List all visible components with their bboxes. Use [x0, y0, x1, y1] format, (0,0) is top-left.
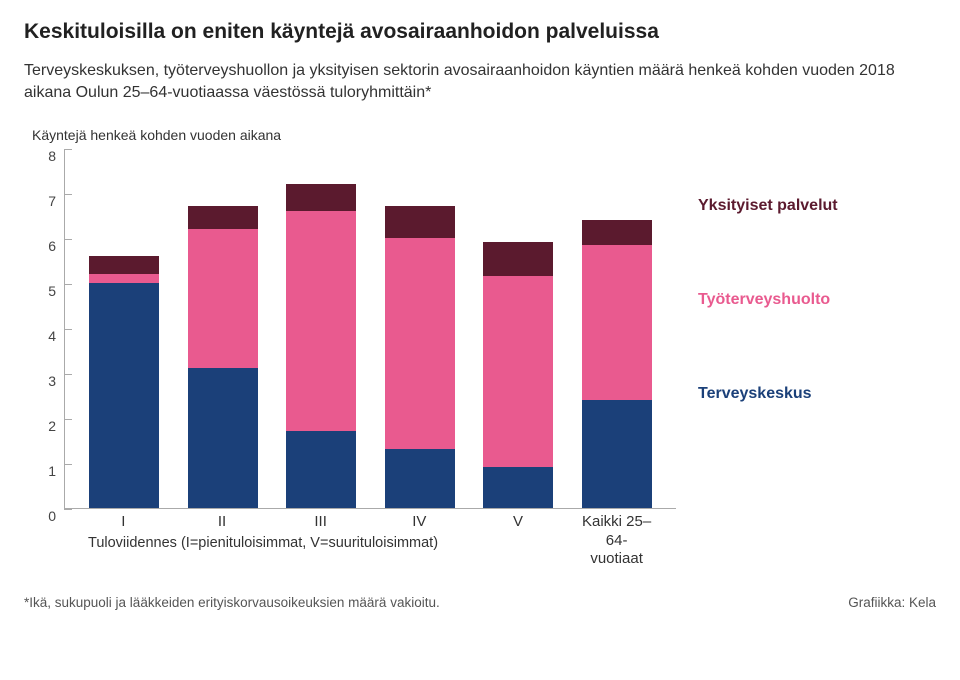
bar-segment-terveyskeskus [483, 467, 553, 508]
bar-column [286, 184, 356, 508]
chart-subtitle: Terveyskeskuksen, työterveyshuollon ja y… [24, 60, 936, 105]
bar-segment-tyoterveyshuolto [483, 276, 553, 467]
legend: Yksityiset palvelut Työterveyshuolto Terve… [688, 149, 908, 403]
chart-container: 012345678 IIIIIIIVVKaikki 25–64-vuotiaat… [24, 149, 936, 549]
bar-segment-yksityiset [385, 206, 455, 238]
footnote: *Ikä, sukupuoli ja lääkkeiden erityiskor… [24, 595, 440, 610]
y-tick-label: 7 [28, 193, 64, 209]
bar-column [188, 206, 258, 508]
y-tick-label: 0 [28, 508, 64, 524]
bar-column [483, 242, 553, 508]
chart-area: 012345678 IIIIIIIVVKaikki 25–64-vuotiaat… [28, 149, 688, 549]
bar-segment-terveyskeskus [89, 283, 159, 508]
bar-segment-tyoterveyshuolto [286, 211, 356, 432]
bar-column [582, 220, 652, 508]
y-tick-label: 5 [28, 283, 64, 299]
plot-area [64, 149, 676, 509]
bar-segment-terveyskeskus [385, 449, 455, 508]
bar-segment-terveyskeskus [286, 431, 356, 508]
y-tick-label: 4 [28, 328, 64, 344]
y-axis-label: Käyntejä henkeä kohden vuoden aikana [32, 127, 936, 143]
y-tick-label: 6 [28, 238, 64, 254]
legend-item-yksityiset: Yksityiset palvelut [698, 197, 908, 215]
credit: Grafiikka: Kela [848, 595, 936, 610]
bar-segment-yksityiset [483, 242, 553, 276]
y-tick-label: 2 [28, 418, 64, 434]
y-tick-mark [64, 509, 72, 510]
bar-segment-tyoterveyshuolto [385, 238, 455, 450]
bar-segment-yksityiset [188, 206, 258, 229]
y-tick-label: 3 [28, 373, 64, 389]
bar-column [385, 206, 455, 508]
bar-column [89, 256, 159, 508]
bar-segment-tyoterveyshuolto [188, 229, 258, 369]
bar-segment-tyoterveyshuolto [582, 245, 652, 400]
bars-container [65, 149, 676, 508]
bar-segment-terveyskeskus [582, 400, 652, 508]
x-axis-caption: Tuloviidennes (I=pienituloisimmat, V=suu… [88, 535, 438, 551]
legend-item-tyoterveyshuolto: Työterveyshuolto [698, 291, 908, 309]
x-tick-label: Kaikki 25–64-vuotiaat [572, 513, 662, 569]
bar-segment-tyoterveyshuolto [89, 274, 159, 283]
y-tick-label: 1 [28, 463, 64, 479]
footer-row: *Ikä, sukupuoli ja lääkkeiden erityiskor… [24, 595, 936, 610]
y-tick-label: 8 [28, 148, 64, 164]
bar-segment-terveyskeskus [188, 368, 258, 508]
bar-segment-yksityiset [286, 184, 356, 211]
chart-title: Keskituloisilla on eniten käyntejä avosa… [24, 20, 936, 44]
x-tick-label: V [483, 513, 553, 569]
legend-item-terveyskeskus: Terveyskeskus [698, 385, 908, 403]
bar-segment-yksityiset [582, 220, 652, 245]
bar-segment-yksityiset [89, 256, 159, 274]
